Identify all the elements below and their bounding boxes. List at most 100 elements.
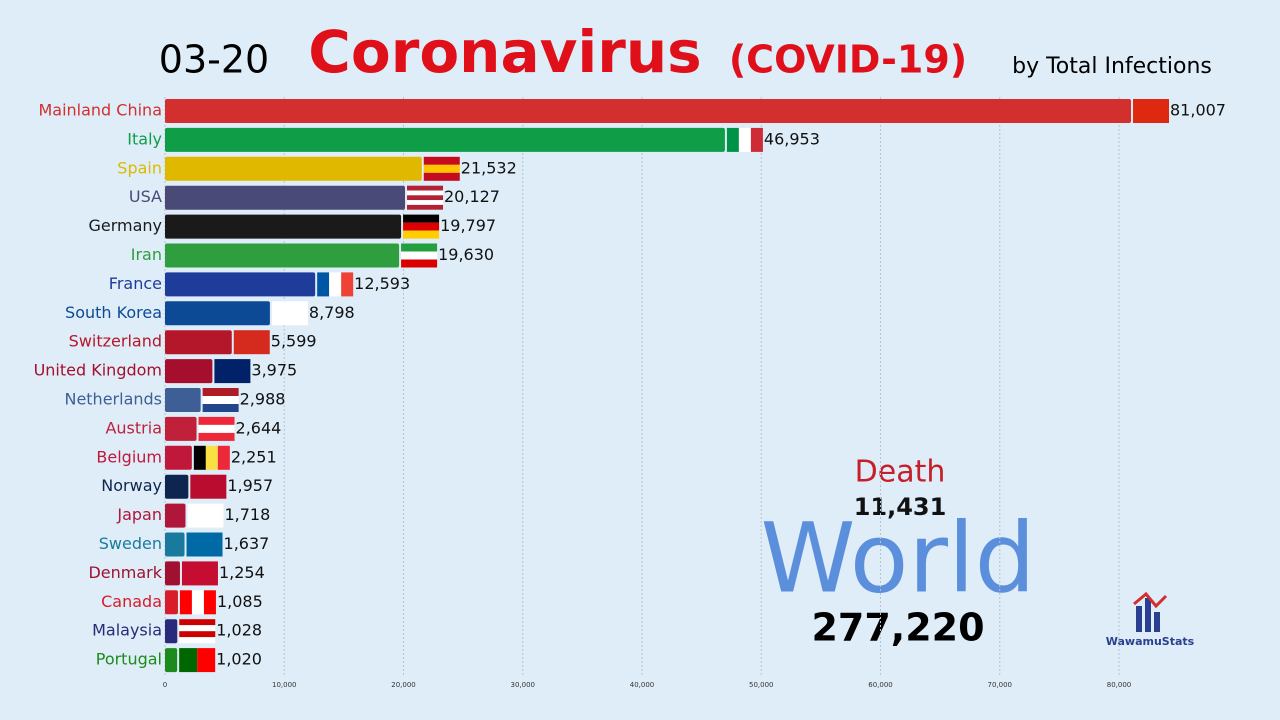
flag <box>198 416 235 441</box>
flag-stripe <box>202 388 239 396</box>
bar <box>165 619 178 644</box>
bar <box>165 243 400 268</box>
flag-stripe <box>403 214 440 223</box>
title-suffix: (COVID-19) <box>729 38 967 82</box>
flag-stripe <box>193 445 206 470</box>
x-tick-label: 30,000 <box>511 681 536 689</box>
category-label: Italy <box>127 129 162 148</box>
region: World <box>760 502 1035 614</box>
category-label: United Kingdom <box>34 361 162 380</box>
bar <box>165 532 185 557</box>
flag <box>214 359 251 384</box>
flag-stripe <box>197 648 216 673</box>
flag-stripe <box>198 424 235 433</box>
category-label: Switzerland <box>69 332 162 351</box>
value-label: 81,007 <box>1170 101 1226 120</box>
flag-stripe <box>403 222 440 231</box>
flag-stripe <box>423 156 460 165</box>
value-label: 1,028 <box>216 621 262 640</box>
value-label: 1,957 <box>227 476 273 495</box>
bar <box>165 214 402 239</box>
bar <box>165 156 422 181</box>
flag-stripe <box>205 445 218 470</box>
flag <box>726 127 763 152</box>
flag-stripe <box>1133 99 1170 123</box>
category-label: Portugal <box>96 650 162 669</box>
subtitle: by Total Infections <box>1012 54 1212 79</box>
value-label: 1,718 <box>224 505 270 524</box>
value-label: 2,988 <box>240 390 286 409</box>
value-label: 1,254 <box>219 563 265 582</box>
flag <box>403 214 440 239</box>
category-label: Belgium <box>96 447 162 466</box>
bar <box>165 301 270 326</box>
bar <box>165 272 316 297</box>
flag-stripe <box>179 631 216 638</box>
value-label: 21,532 <box>461 158 517 177</box>
flag <box>190 474 227 499</box>
flag <box>401 243 438 268</box>
bar <box>165 99 1132 123</box>
flag-stripe <box>203 590 216 615</box>
flag-stripe <box>401 251 438 260</box>
flag-stripe <box>198 416 235 425</box>
x-tick-label: 80,000 <box>1107 681 1132 689</box>
flag-stripe <box>317 272 330 297</box>
death-label: Death <box>855 455 946 490</box>
flag-stripe <box>401 259 438 268</box>
bar <box>165 388 201 412</box>
death-count: 11,431 <box>854 493 947 521</box>
value-label: 1,085 <box>217 592 263 611</box>
flag <box>407 185 444 210</box>
bar <box>165 330 232 355</box>
flag <box>271 301 308 326</box>
value-label: 1,637 <box>224 534 270 553</box>
value-label: 5,599 <box>271 332 317 351</box>
flag-stripe <box>423 172 460 181</box>
flag-stripe <box>423 164 460 173</box>
x-tick-label: 0 <box>163 681 167 689</box>
x-tick-label: 10,000 <box>272 681 297 689</box>
category-label: Japan <box>116 505 162 524</box>
chart-title: Coronavirus <box>308 18 701 86</box>
category-label: Mainland China <box>38 101 162 120</box>
category-label: Norway <box>101 476 162 495</box>
flag-stripe <box>233 330 270 355</box>
value-label: 20,127 <box>444 187 500 206</box>
flag-stripe <box>187 503 224 528</box>
flag-stripe <box>271 301 308 326</box>
value-label: 2,644 <box>236 418 282 437</box>
category-label: France <box>109 274 162 293</box>
category-label: Netherlands <box>64 390 162 409</box>
category-label: Canada <box>101 592 162 611</box>
flag-stripe <box>181 561 218 586</box>
x-tick-label: 60,000 <box>868 681 893 689</box>
x-tick-label: 40,000 <box>630 681 655 689</box>
category-label: Germany <box>88 216 162 235</box>
bar <box>165 590 178 615</box>
value-label: 19,797 <box>440 216 496 235</box>
flag-stripe <box>403 230 440 239</box>
flag-stripe <box>179 625 216 632</box>
flag <box>187 503 224 528</box>
flag-stripe <box>726 127 739 152</box>
flag-stripe <box>407 200 444 205</box>
flag <box>1133 99 1170 123</box>
category-label: Malaysia <box>92 621 162 640</box>
bar <box>165 503 186 528</box>
flag-stripe <box>202 396 239 404</box>
bar <box>165 359 213 384</box>
flag-stripe <box>179 637 216 644</box>
value-label: 3,975 <box>251 361 297 380</box>
flag-stripe <box>214 359 251 384</box>
flag-stripe <box>202 404 239 412</box>
value-label: 46,953 <box>764 129 820 148</box>
x-tick-label: 70,000 <box>988 681 1013 689</box>
flag-stripe <box>407 204 444 210</box>
category-label: USA <box>129 187 162 206</box>
logo: WawamuStats <box>1106 635 1195 648</box>
x-tick-label: 20,000 <box>391 681 416 689</box>
bar <box>165 445 192 470</box>
flag-stripe <box>198 432 235 441</box>
flag-stripe <box>738 127 751 152</box>
